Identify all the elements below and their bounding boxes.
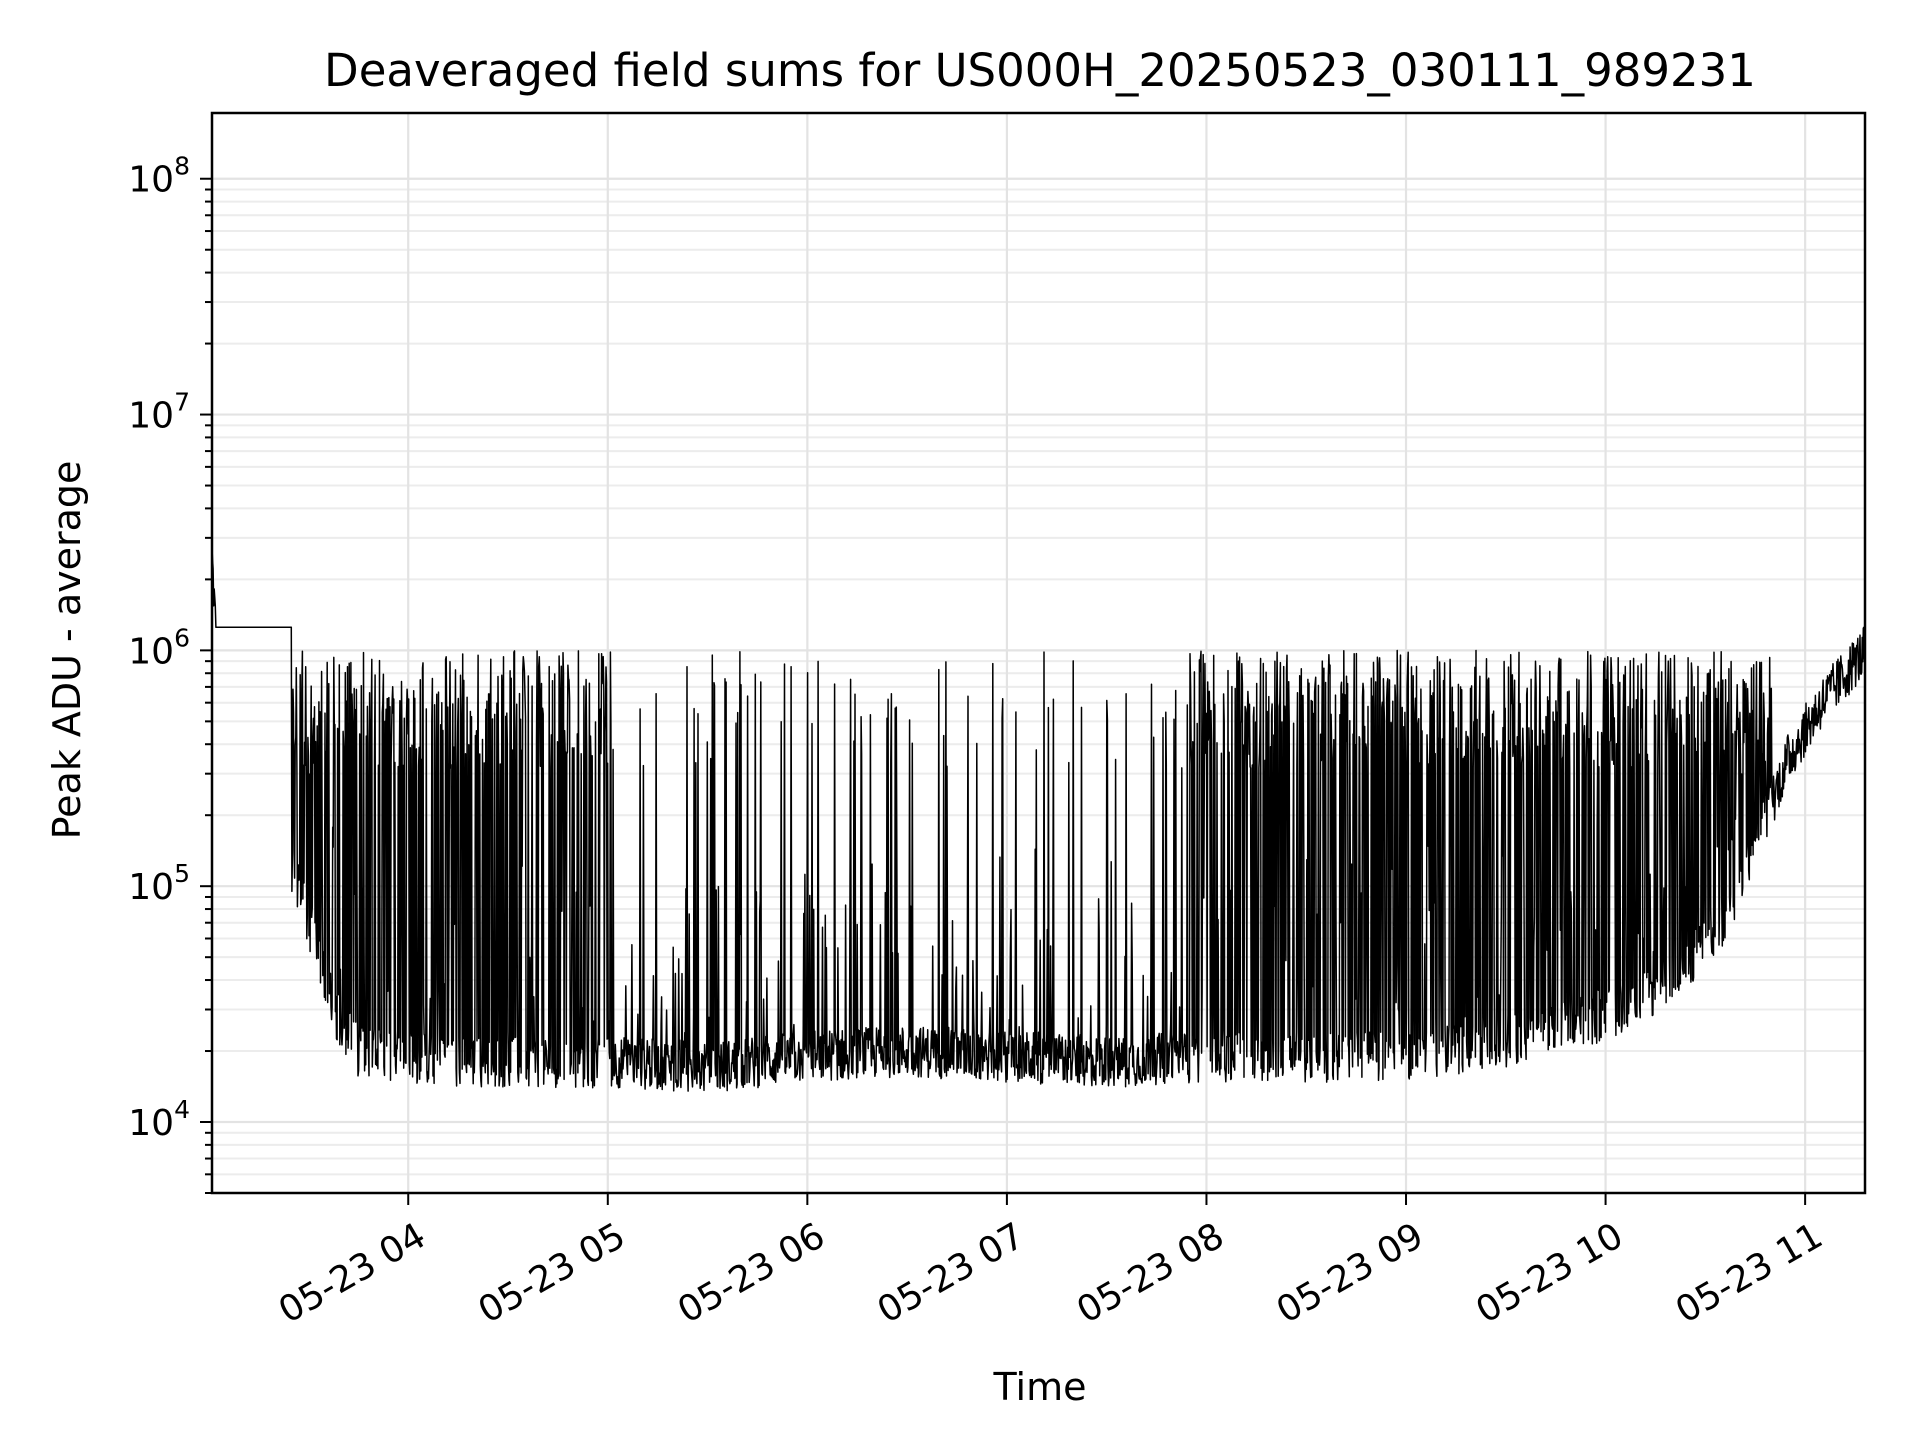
- y-tick-label: 104: [128, 1095, 190, 1144]
- x-tick-label: 05-23 08: [1070, 1215, 1231, 1331]
- x-tick-label: 05-23 06: [671, 1215, 832, 1331]
- x-axis-title: Time: [993, 1365, 1087, 1409]
- x-axis-ticks: 05-23 04 05-23 05 05-23 06 05-23 07 05-23 08…: [272, 1193, 1830, 1332]
- chart-title: Deaveraged field sums for US000H_2025052…: [324, 44, 1756, 97]
- y-axis-ticks: 104 105 106 107 108: [128, 152, 212, 1194]
- y-tick-label: 107: [128, 388, 190, 437]
- x-tick-label: 05-23 10: [1469, 1215, 1630, 1331]
- y-tick-label: 106: [128, 623, 190, 672]
- y-axis-title: Peak ADU - average: [45, 461, 89, 840]
- x-tick-label: 05-23 09: [1270, 1215, 1431, 1331]
- data-series-line: [211, 548, 1866, 1092]
- x-tick-label: 05-23 07: [871, 1215, 1032, 1331]
- y-tick-label: 105: [128, 859, 190, 908]
- plot-frame: [210, 111, 1867, 1195]
- x-tick-label: 05-23 11: [1669, 1215, 1830, 1331]
- x-tick-label: 05-23 04: [272, 1215, 433, 1331]
- x-tick-label: 05-23 05: [472, 1215, 633, 1331]
- y-tick-label: 108: [128, 152, 190, 201]
